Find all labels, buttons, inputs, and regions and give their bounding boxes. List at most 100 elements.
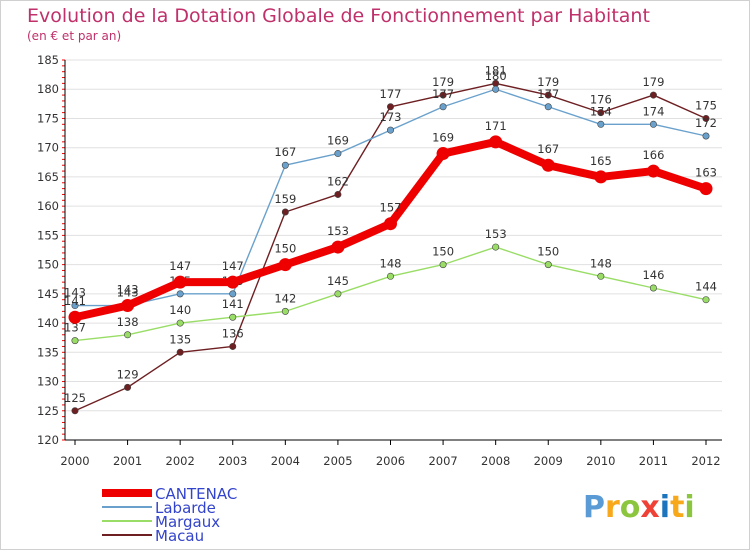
data-point <box>436 147 450 161</box>
data-point <box>386 272 394 280</box>
data-label: 140 <box>169 303 191 317</box>
data-point <box>68 310 82 324</box>
data-point <box>544 261 552 269</box>
data-label: 136 <box>222 326 244 340</box>
legend-label-macau: Macau <box>155 527 204 545</box>
data-label: 174 <box>642 104 664 118</box>
chart-subtitle: (en € et par an) <box>27 29 121 43</box>
data-label: 179 <box>432 75 454 89</box>
y-tick-label-170: 170 <box>37 141 59 155</box>
data-label: 165 <box>590 154 612 168</box>
y-tick-label-120: 120 <box>37 433 59 447</box>
data-point <box>699 182 713 196</box>
data-point <box>541 158 555 172</box>
data-label: 125 <box>64 391 86 405</box>
data-label: 177 <box>432 87 454 101</box>
data-point <box>386 103 394 111</box>
data-label: 173 <box>380 110 402 124</box>
x-tick-label-2009: 2009 <box>534 454 563 468</box>
y-tick-label-145: 145 <box>37 287 59 301</box>
data-label: 167 <box>274 145 296 159</box>
data-label: 153 <box>327 224 349 238</box>
data-label: 135 <box>169 332 191 346</box>
y-tick-label-150: 150 <box>37 258 59 272</box>
data-point <box>649 284 657 292</box>
data-point <box>278 258 292 272</box>
data-point <box>334 150 342 158</box>
data-label: 167 <box>537 142 559 156</box>
y-tick-label-135: 135 <box>37 345 59 359</box>
data-label: 147 <box>169 259 191 273</box>
data-point <box>173 275 187 289</box>
proxiti-logo: Proxiti <box>583 490 695 525</box>
x-tick-label-2007: 2007 <box>428 454 457 468</box>
data-label: 172 <box>695 116 717 130</box>
data-label: 180 <box>485 69 507 83</box>
legend-label-labarde: Labarde <box>155 499 216 517</box>
data-label: 143 <box>117 286 139 300</box>
data-point <box>702 114 710 122</box>
data-label: 157 <box>380 201 402 215</box>
data-label: 169 <box>432 131 454 145</box>
data-point <box>331 240 345 254</box>
data-label: 150 <box>274 242 296 256</box>
legend-label-cantenac: CANTENAC <box>155 485 237 503</box>
y-tick-label-165: 165 <box>37 170 59 184</box>
data-label: 179 <box>642 75 664 89</box>
data-label: 142 <box>274 291 296 305</box>
x-tick-label-2011: 2011 <box>639 454 668 468</box>
x-tick-label-2000: 2000 <box>60 454 89 468</box>
logo-letter: r <box>605 490 620 525</box>
data-label: 169 <box>327 134 349 148</box>
y-tick-label-180: 180 <box>37 82 59 96</box>
data-label: 129 <box>117 367 139 381</box>
data-point <box>229 342 237 350</box>
data-point <box>594 170 608 184</box>
data-label: 179 <box>537 75 559 89</box>
data-point <box>334 190 342 198</box>
logo-letter: i <box>684 490 694 525</box>
data-label: 177 <box>380 87 402 101</box>
data-point <box>176 290 184 298</box>
logo-letter: x <box>640 490 659 525</box>
data-point <box>281 161 289 169</box>
data-point <box>71 407 79 415</box>
y-tick-label-125: 125 <box>37 404 59 418</box>
data-point <box>492 243 500 251</box>
data-point <box>646 164 660 178</box>
data-point <box>281 208 289 216</box>
data-point <box>71 337 79 345</box>
logo-letter: t <box>670 490 684 525</box>
data-label: 138 <box>117 315 139 329</box>
x-tick-label-2006: 2006 <box>376 454 405 468</box>
data-point <box>124 331 132 339</box>
data-label: 174 <box>590 104 612 118</box>
data-label: 177 <box>537 87 559 101</box>
data-label: 150 <box>432 245 454 259</box>
data-label: 141 <box>222 297 244 311</box>
data-point <box>649 91 657 99</box>
data-point <box>334 290 342 298</box>
data-point <box>492 85 500 93</box>
y-tick-label-140: 140 <box>37 316 59 330</box>
series-margaux: 137 138 140 141 142 145 148 150 153 150 148 146 144 <box>64 227 717 345</box>
x-tick-label-2001: 2001 <box>113 454 142 468</box>
data-point <box>439 261 447 269</box>
data-point <box>176 319 184 327</box>
data-point <box>702 132 710 140</box>
data-point <box>176 348 184 356</box>
data-point <box>597 109 605 117</box>
data-label: 159 <box>274 192 296 206</box>
x-tick-label-2005: 2005 <box>323 454 352 468</box>
y-tick-label-160: 160 <box>37 199 59 213</box>
data-point <box>384 217 397 231</box>
data-label: 175 <box>695 98 717 112</box>
data-label: 143 <box>64 286 86 300</box>
data-label: 147 <box>222 259 244 273</box>
data-label: 166 <box>642 148 664 162</box>
data-point <box>649 120 657 128</box>
